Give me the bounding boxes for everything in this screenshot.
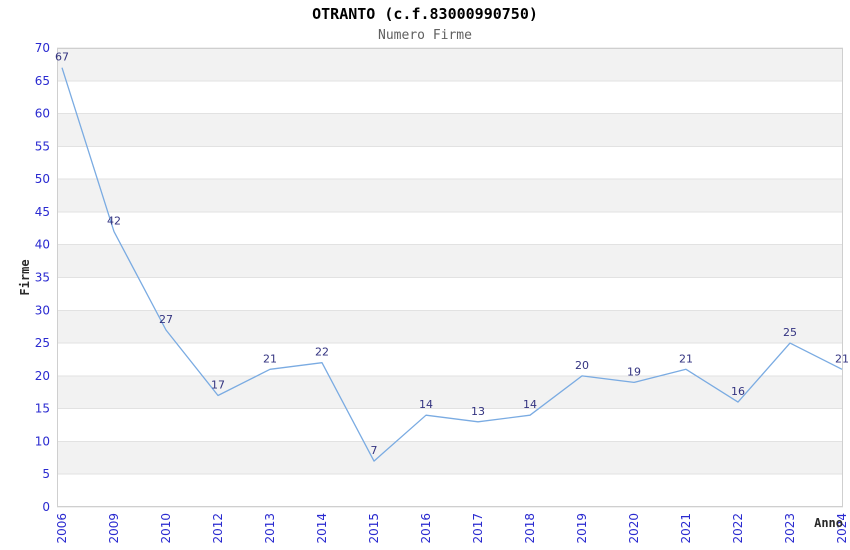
y-tick-label: 60 bbox=[35, 107, 50, 121]
data-point-label: 14 bbox=[419, 398, 433, 411]
x-tick-label: 2023 bbox=[783, 513, 797, 544]
chart-subtitle: Numero Firme bbox=[378, 28, 472, 43]
plot-band bbox=[57, 441, 843, 475]
y-tick-label: 55 bbox=[35, 139, 50, 153]
x-tick-label: 2012 bbox=[211, 513, 225, 544]
plot-border bbox=[57, 48, 843, 507]
x-tick-label: 2020 bbox=[627, 513, 641, 544]
plot-band bbox=[57, 310, 843, 344]
data-point-label: 22 bbox=[315, 346, 329, 359]
chart-title: OTRANTO (c.f.83000990750) bbox=[312, 5, 538, 23]
data-point-label: 21 bbox=[679, 352, 693, 365]
x-tick-label: 2019 bbox=[575, 513, 589, 544]
y-tick-label: 15 bbox=[35, 402, 50, 416]
data-point-label: 25 bbox=[783, 326, 797, 339]
data-point-label: 17 bbox=[211, 379, 225, 392]
x-tick-label: 2018 bbox=[523, 513, 537, 544]
data-point-label: 7 bbox=[371, 444, 378, 457]
plot-band bbox=[57, 48, 843, 81]
y-tick-label: 65 bbox=[35, 74, 50, 88]
x-tick-label: 2014 bbox=[315, 513, 329, 544]
y-tick-label: 30 bbox=[35, 303, 50, 317]
series-line bbox=[61, 67, 843, 462]
x-tick-label: 2006 bbox=[55, 513, 69, 544]
y-tick-label: 70 bbox=[35, 41, 50, 55]
x-tick-label: 2017 bbox=[471, 513, 485, 544]
x-tick-label: 2016 bbox=[419, 513, 433, 544]
x-tick-label: 2010 bbox=[159, 513, 173, 544]
y-tick-label: 40 bbox=[35, 238, 50, 252]
y-tick-label: 20 bbox=[35, 369, 50, 383]
x-tick-label: 2022 bbox=[731, 513, 745, 544]
y-axis-title: Firme bbox=[18, 259, 32, 295]
y-tick-label: 45 bbox=[35, 205, 50, 219]
plot-band bbox=[57, 179, 843, 212]
plot-band bbox=[57, 244, 843, 278]
y-tick-label: 10 bbox=[35, 434, 50, 448]
data-point-label: 20 bbox=[575, 359, 589, 372]
data-point-label: 16 bbox=[731, 385, 745, 398]
data-point-label: 21 bbox=[263, 352, 277, 365]
data-point-label: 67 bbox=[55, 51, 69, 64]
data-point-label: 21 bbox=[835, 352, 849, 365]
data-point-label: 42 bbox=[107, 215, 121, 228]
x-tick-label: 2009 bbox=[107, 513, 121, 544]
x-tick-label: 2024 bbox=[835, 513, 849, 544]
data-point-label: 27 bbox=[159, 313, 173, 326]
x-axis-title: Anno bbox=[814, 516, 843, 530]
y-tick-label: 50 bbox=[35, 172, 50, 186]
x-tick-label: 2013 bbox=[263, 513, 277, 544]
data-point-label: 19 bbox=[627, 365, 641, 378]
data-point-label: 14 bbox=[523, 398, 537, 411]
y-tick-label: 25 bbox=[35, 336, 50, 350]
y-tick-label: 35 bbox=[35, 271, 50, 285]
y-tick-label: 0 bbox=[42, 500, 50, 514]
plot-band bbox=[57, 113, 843, 147]
x-tick-label: 2021 bbox=[679, 513, 693, 544]
y-tick-label: 5 bbox=[42, 467, 50, 481]
x-tick-label: 2015 bbox=[367, 513, 381, 544]
plot-band bbox=[57, 375, 843, 409]
data-point-label: 13 bbox=[471, 405, 485, 418]
